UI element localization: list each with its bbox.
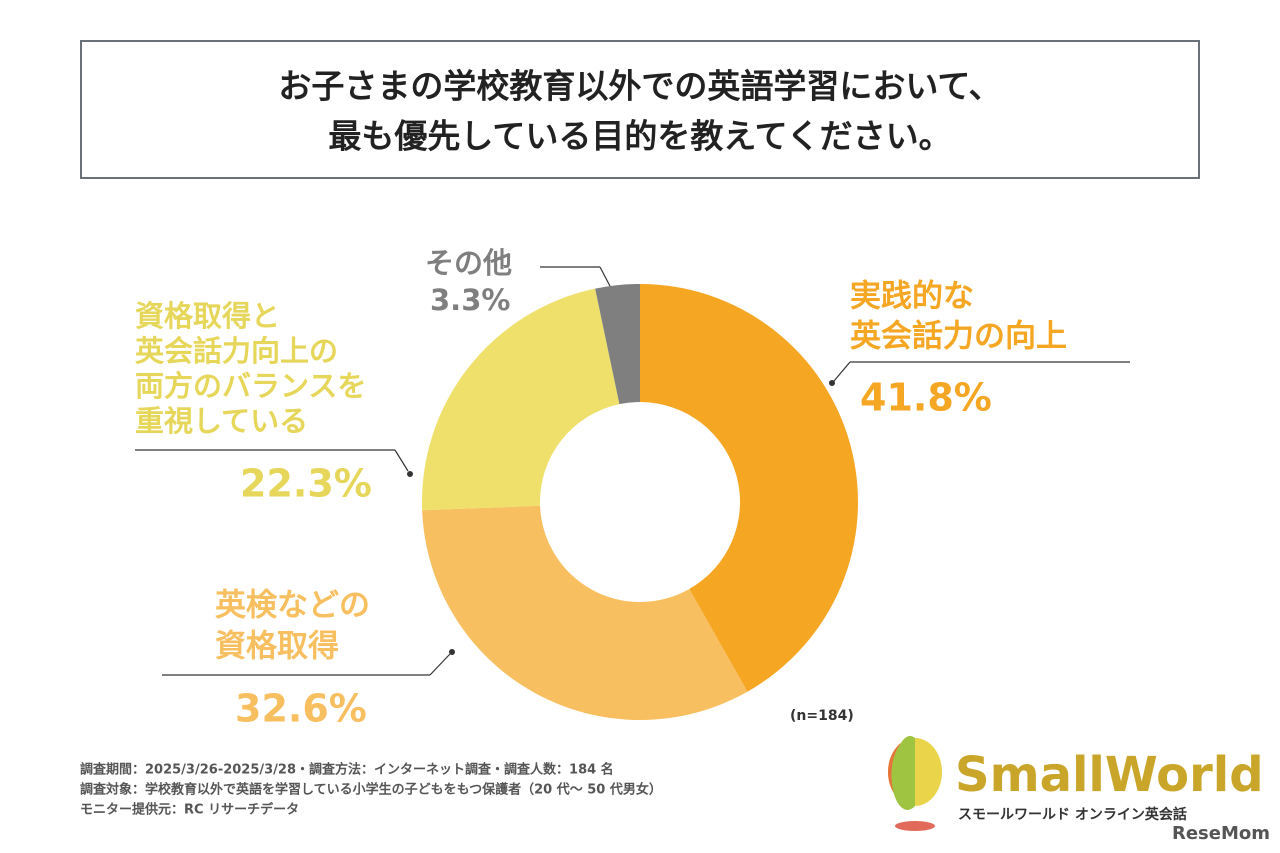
chart-title: お子さまの学校教育以外での英語学習において、	[278, 67, 1001, 106]
category-label: 英会話力の向上	[850, 319, 1067, 355]
category-label: 英会話力向上の	[135, 334, 338, 368]
category-label: 資格取得	[215, 629, 339, 665]
value-label: 3.3%	[430, 283, 510, 317]
chart-title: 最も優先している目的を教えてください。	[328, 117, 951, 156]
category-label: 重視している	[135, 404, 308, 438]
value-label: 41.8%	[860, 376, 992, 420]
leader-line	[833, 361, 851, 382]
category-label: 両方のバランスを	[135, 369, 366, 403]
brand: SmallWorld	[955, 747, 1264, 803]
category-label: 実践的な	[850, 279, 974, 315]
value-label: 22.3%	[240, 462, 372, 506]
value-label: 32.6%	[235, 687, 367, 731]
watermark: ReseMom	[1172, 823, 1270, 844]
category-label: その他	[425, 246, 512, 280]
category-label: 資格取得と	[135, 299, 280, 333]
leader-line	[599, 266, 612, 289]
title-box	[80, 40, 1200, 179]
sample-note: (n=184)	[790, 708, 854, 724]
footnote: 調査期間：2025/3/26-2025/3/28・調査方法：インターネット調査・…	[80, 762, 614, 778]
footnote: モニター提供元：RC リサーチデータ	[80, 802, 299, 818]
donut-slice	[422, 288, 620, 511]
leader-line	[429, 653, 451, 676]
leader-dot	[407, 471, 413, 477]
donut-slice	[422, 505, 748, 720]
footnote: 調査対象：学校教育以外で英語を学習している小学生の子どもをもつ保護者（20 代～…	[80, 782, 662, 798]
donut-slice	[640, 284, 858, 692]
leaders	[135, 266, 1130, 676]
balloon	[891, 736, 915, 810]
balloon-basket	[895, 821, 935, 831]
leader-line	[394, 449, 409, 472]
donut-slice	[595, 284, 640, 405]
category-label: 英検などの	[215, 588, 370, 624]
brand-subtitle: スモールワールド オンライン英会話	[958, 806, 1187, 823]
leader-dot	[829, 380, 835, 386]
leader-dot	[449, 649, 455, 655]
logo: SmallWorld スモールワールド オンライン英会話	[888, 736, 1264, 831]
